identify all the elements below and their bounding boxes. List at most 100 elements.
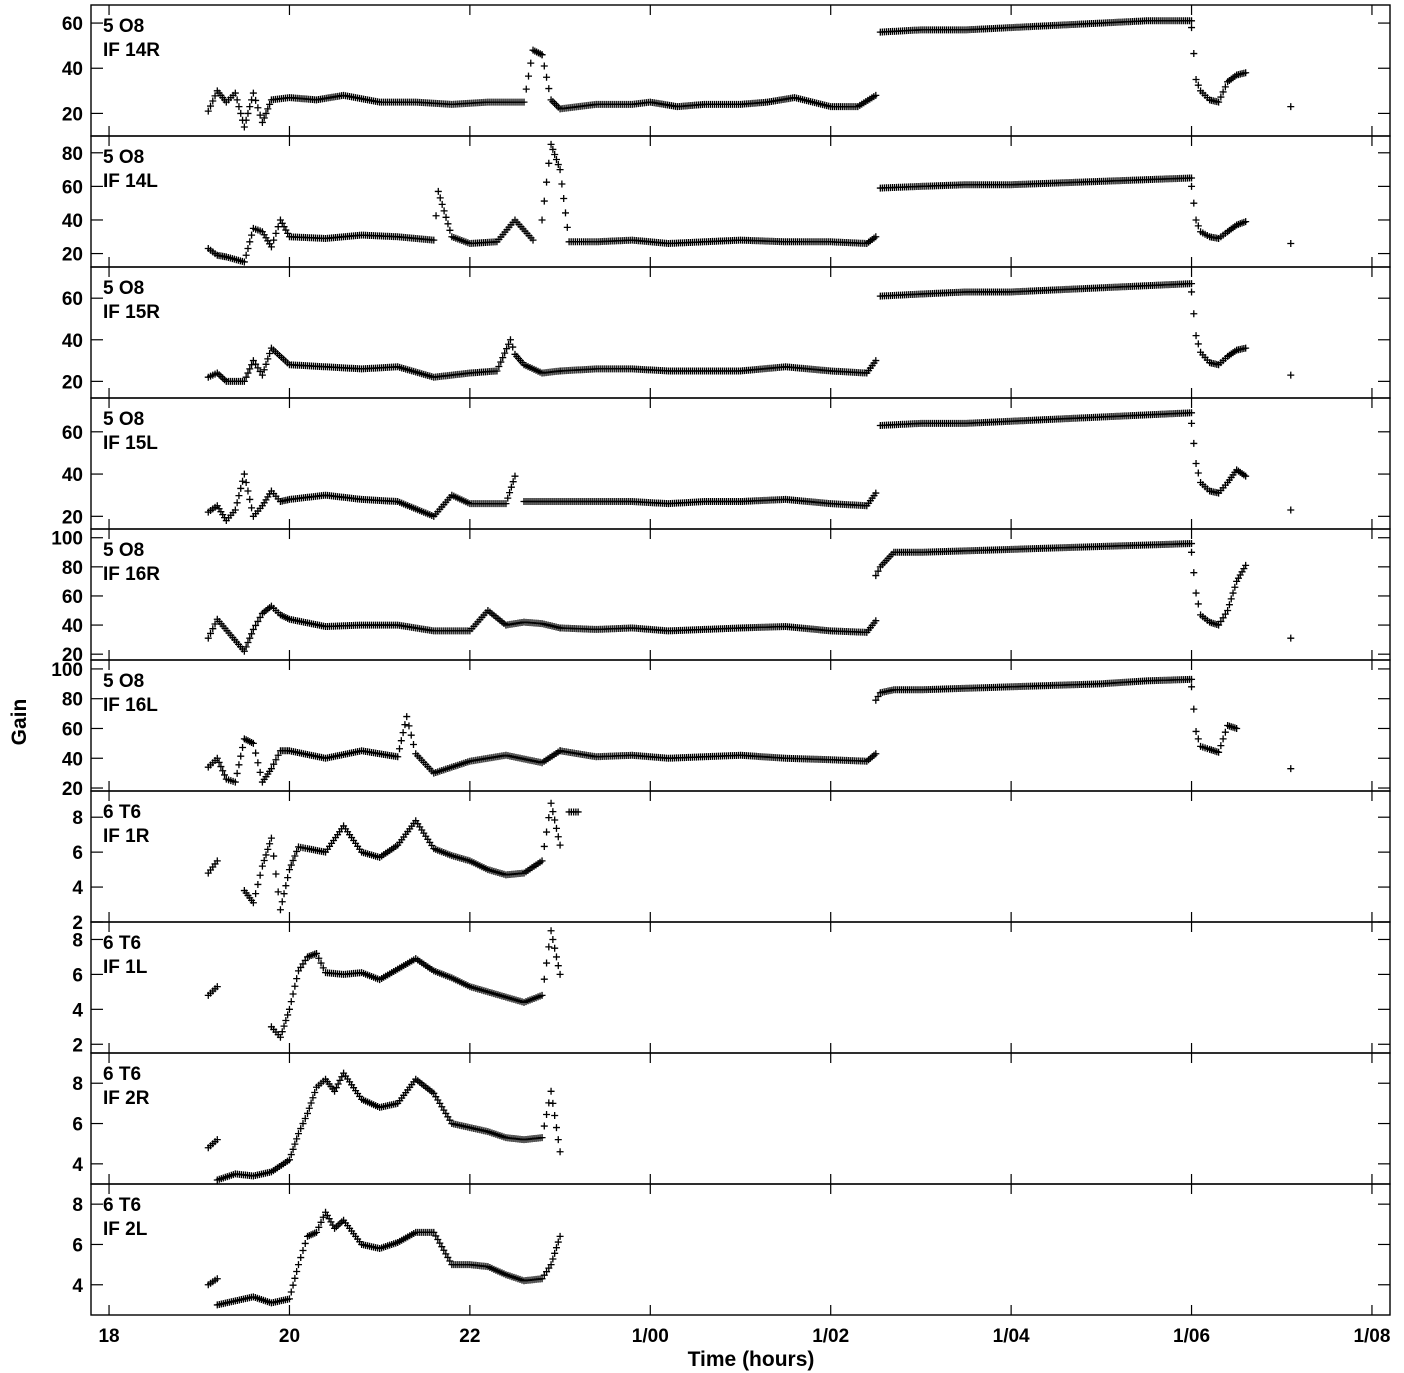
data-point: [432, 212, 440, 220]
data-point: [248, 504, 256, 512]
y-tick-label: 6: [72, 965, 83, 986]
data-point: [237, 752, 245, 760]
data-point: [1192, 332, 1200, 340]
x-axis-title: Time (hours): [688, 1348, 815, 1371]
data-point: [252, 621, 260, 629]
data-point: [266, 350, 274, 358]
data-point: [264, 105, 272, 113]
data-point: [545, 943, 553, 951]
panel-if-label: IF 14L: [103, 171, 158, 192]
data-point: [545, 159, 553, 167]
y-tick-label: 8: [72, 1195, 83, 1216]
data-point: [506, 489, 514, 497]
y-axis-title: Gain: [8, 699, 31, 746]
data-point: [244, 487, 252, 495]
data-point: [270, 852, 278, 860]
y-tick-label: 100: [51, 529, 83, 550]
data-point: [547, 140, 555, 148]
data-point: [1194, 340, 1202, 348]
y-tick-label: 4: [72, 1000, 83, 1021]
data-point: [394, 753, 402, 761]
y-tick-label: 60: [62, 14, 83, 35]
data-points: [204, 540, 1295, 655]
data-point: [497, 358, 505, 366]
data-points: [204, 927, 564, 1041]
data-point: [504, 494, 512, 502]
data-point: [1194, 222, 1202, 230]
data-point: [872, 233, 880, 241]
data-point: [1242, 344, 1250, 352]
data-point: [254, 104, 262, 112]
data-point: [495, 363, 503, 371]
data-point: [1287, 506, 1295, 514]
data-point: [231, 89, 239, 97]
data-point: [249, 89, 257, 97]
data-point: [552, 824, 560, 832]
data-point: [256, 871, 264, 879]
data-point: [872, 572, 880, 580]
data-point: [242, 479, 250, 487]
data-point: [240, 647, 248, 655]
data-point: [256, 367, 264, 375]
data-point: [249, 739, 257, 747]
data-point: [254, 617, 262, 625]
data-point: [438, 200, 446, 208]
data-point: [407, 731, 415, 739]
data-point: [1215, 621, 1223, 629]
data-point: [240, 123, 248, 131]
panel-frame: [90, 921, 1391, 1054]
data-point: [244, 109, 252, 117]
panel-antenna-label: 5 O8: [103, 671, 144, 692]
panel-frame: [90, 135, 1391, 268]
data-point: [1219, 614, 1227, 622]
data-point: [547, 799, 555, 807]
data-point: [207, 102, 215, 110]
y-tick-label: 40: [62, 211, 83, 232]
data-point: [246, 238, 254, 246]
data-point: [258, 371, 266, 379]
data-point: [254, 759, 262, 767]
data-point: [872, 489, 880, 497]
data-point: [501, 349, 509, 357]
data-point: [1188, 540, 1196, 548]
data-points: [204, 799, 582, 914]
y-tick-label: 6: [72, 843, 83, 864]
data-point: [554, 833, 562, 841]
data-point: [278, 898, 286, 906]
data-point: [397, 737, 405, 745]
data-point: [217, 763, 225, 771]
data-point: [1188, 419, 1196, 427]
y-tick-label: 60: [62, 719, 83, 740]
data-point: [403, 713, 411, 721]
data-point: [551, 1111, 559, 1119]
y-tick-label: 2: [72, 1035, 83, 1056]
data-point: [209, 97, 217, 105]
data-point: [446, 226, 454, 234]
data-point: [260, 114, 268, 122]
data-point: [207, 629, 215, 637]
data-point: [1217, 93, 1225, 101]
data-point: [540, 1122, 548, 1130]
data-point: [499, 354, 507, 362]
data-point: [551, 150, 559, 158]
data-point: [1188, 409, 1196, 417]
data-point: [1242, 218, 1250, 226]
data-point: [509, 343, 517, 351]
panel-antenna-label: 6 T6: [103, 1195, 141, 1216]
data-point: [209, 625, 217, 633]
data-point: [434, 187, 442, 195]
data-point: [552, 156, 560, 164]
data-point: [239, 477, 247, 485]
data-point: [297, 1254, 305, 1262]
data-point: [270, 236, 278, 244]
data-point: [262, 360, 270, 368]
data-point: [258, 118, 266, 126]
data-point: [256, 768, 264, 776]
data-point: [543, 178, 551, 186]
data-point: [509, 478, 517, 486]
data-point: [874, 567, 882, 575]
data-point: [284, 874, 292, 882]
data-point: [556, 970, 564, 978]
data-point: [543, 828, 551, 836]
y-tick-label: 20: [62, 104, 83, 125]
